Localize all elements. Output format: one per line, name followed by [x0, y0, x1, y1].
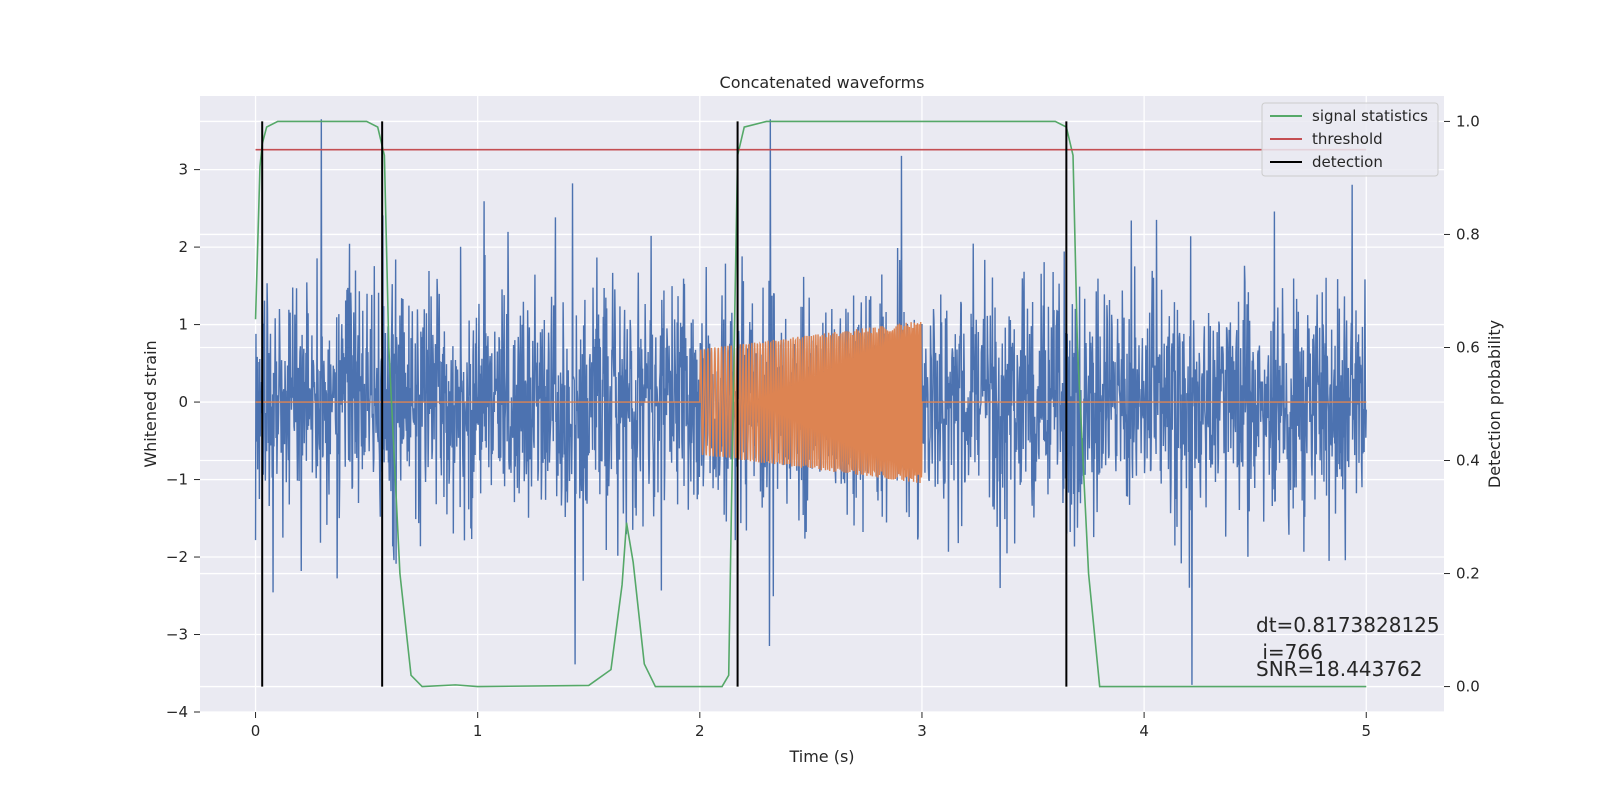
series-detection: [261, 121, 1068, 687]
y-left-tick-label: −3: [166, 626, 188, 644]
annotation: dt=0.8173828125 i=766 SNR=18.443762: [1256, 613, 1440, 681]
legend-detection-label: detection: [1312, 153, 1383, 171]
y-axis-right-label: Detection probability: [1485, 320, 1504, 488]
legend-box: [1261, 102, 1439, 177]
annotation-dt: dt=0.8173828125: [1256, 613, 1440, 637]
chart-title: Concatenated waveforms: [720, 73, 925, 92]
legend-signal-statistics-label: signal statistics: [1312, 107, 1428, 125]
y-left-tick-label: −2: [166, 548, 188, 566]
y-right-tick-label: 0.4: [1456, 452, 1480, 470]
x-tick-label: 3: [917, 722, 927, 740]
x-tick-label: 0: [251, 722, 261, 740]
y-right-tick-label: 0.2: [1456, 565, 1480, 583]
y-right-tick-label: 1.0: [1456, 112, 1480, 130]
y-axis-right-ticks: 0.0 0.2 0.4 0.6 0.8 1.0: [1444, 112, 1480, 696]
y-left-tick-label: 3: [178, 161, 188, 179]
y-right-tick-label: 0.6: [1456, 338, 1480, 356]
y-axis-left-label: Whitened strain: [141, 340, 160, 467]
series-template-line: [255, 321, 1367, 484]
legend: signal statistics threshold detection: [1261, 102, 1439, 177]
legend-threshold-label: threshold: [1312, 130, 1383, 148]
y-left-tick-label: 1: [178, 316, 188, 334]
y-left-tick-label: 2: [178, 238, 188, 256]
y-right-tick-label: 0.8: [1456, 225, 1480, 243]
y-left-tick-label: −4: [166, 703, 188, 721]
x-tick-label: 1: [473, 722, 483, 740]
x-tick-label: 4: [1139, 722, 1149, 740]
y-left-tick-label: 0: [178, 393, 188, 411]
x-axis-label: Time (s): [788, 747, 854, 766]
y-right-tick-label: 0.0: [1456, 678, 1480, 696]
x-axis-ticks: 0 1 2 3 4 5: [251, 712, 1371, 740]
y-axis-left-ticks: −4 −3 −2 −1 0 1 2 3: [166, 161, 200, 721]
y-left-tick-label: −1: [166, 471, 188, 489]
annotation-index: i=766: [1256, 640, 1323, 664]
x-tick-label: 5: [1361, 722, 1371, 740]
x-tick-label: 2: [695, 722, 705, 740]
annotation-snr: SNR=18.443762: [1256, 657, 1422, 681]
series-signal-statistics-line: [254, 120, 1367, 688]
